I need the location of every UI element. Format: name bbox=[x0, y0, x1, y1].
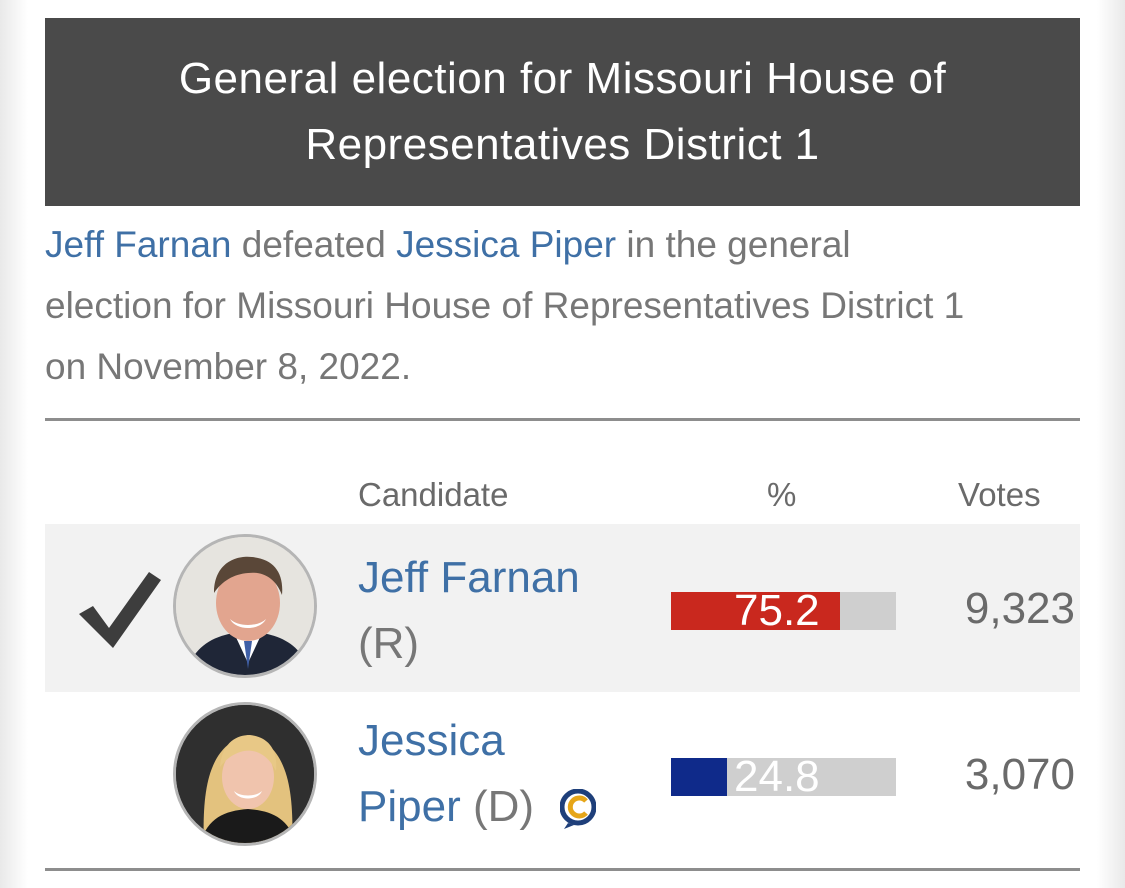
loser-link[interactable]: Jessica Piper bbox=[396, 224, 617, 265]
table-row: Jessica Piper (D) 24.8 3,070 bbox=[45, 692, 1080, 860]
vote-count: 3,070 bbox=[964, 750, 1075, 799]
vote-share-bar: 24.8 bbox=[671, 752, 896, 801]
vote-share-fill-republican bbox=[671, 592, 841, 630]
candidate-name-jessica-piper[interactable]: Jessica Piper (D) bbox=[358, 708, 597, 840]
party-label: (R) bbox=[358, 619, 420, 668]
result-summary: Jeff Farnan defeated Jessica Piper in th… bbox=[45, 206, 985, 397]
summary-verb: defeated bbox=[231, 224, 397, 265]
table-bottom-divider bbox=[45, 868, 1080, 871]
avatar[interactable] bbox=[173, 702, 317, 846]
candidate-connection-icon[interactable] bbox=[560, 789, 597, 830]
candidate-photo-jeff-farnan bbox=[176, 537, 314, 675]
column-header-percent: % bbox=[767, 476, 797, 513]
vote-percent: 75.2 bbox=[734, 586, 820, 635]
vote-share-fill-democrat bbox=[671, 758, 727, 796]
candidate-name-first-line[interactable]: Jessica bbox=[358, 716, 505, 765]
winner-link[interactable]: Jeff Farnan bbox=[45, 224, 232, 265]
election-result-card: General election for Missouri House of R… bbox=[45, 18, 1080, 888]
vote-count: 9,323 bbox=[964, 584, 1075, 633]
election-title: General election for Missouri House of R… bbox=[178, 54, 947, 169]
table-top-divider bbox=[45, 418, 1080, 421]
election-title-banner: General election for Missouri House of R… bbox=[45, 18, 1080, 206]
vote-percent: 24.8 bbox=[734, 752, 820, 801]
table-row: Jeff Farnan (R) 75.2 9,323 bbox=[45, 524, 1080, 692]
checkmark-icon bbox=[79, 572, 161, 648]
party-label: (D) bbox=[472, 782, 535, 831]
vote-share-bar: 75.2 bbox=[671, 586, 896, 635]
candidate-name-jeff-farnan[interactable]: Jeff Farnan (R) bbox=[358, 545, 580, 677]
avatar[interactable] bbox=[173, 534, 317, 678]
summary-rest: in the general election for Missouri Hou… bbox=[45, 224, 965, 387]
candidate-name[interactable]: Jeff Farnan bbox=[358, 553, 580, 602]
candidate-photo-jessica-piper bbox=[176, 705, 314, 843]
candidate-name-second-line[interactable]: Piper bbox=[358, 782, 461, 831]
column-header-candidate: Candidate bbox=[358, 476, 509, 513]
column-header-votes: Votes bbox=[958, 476, 1041, 513]
